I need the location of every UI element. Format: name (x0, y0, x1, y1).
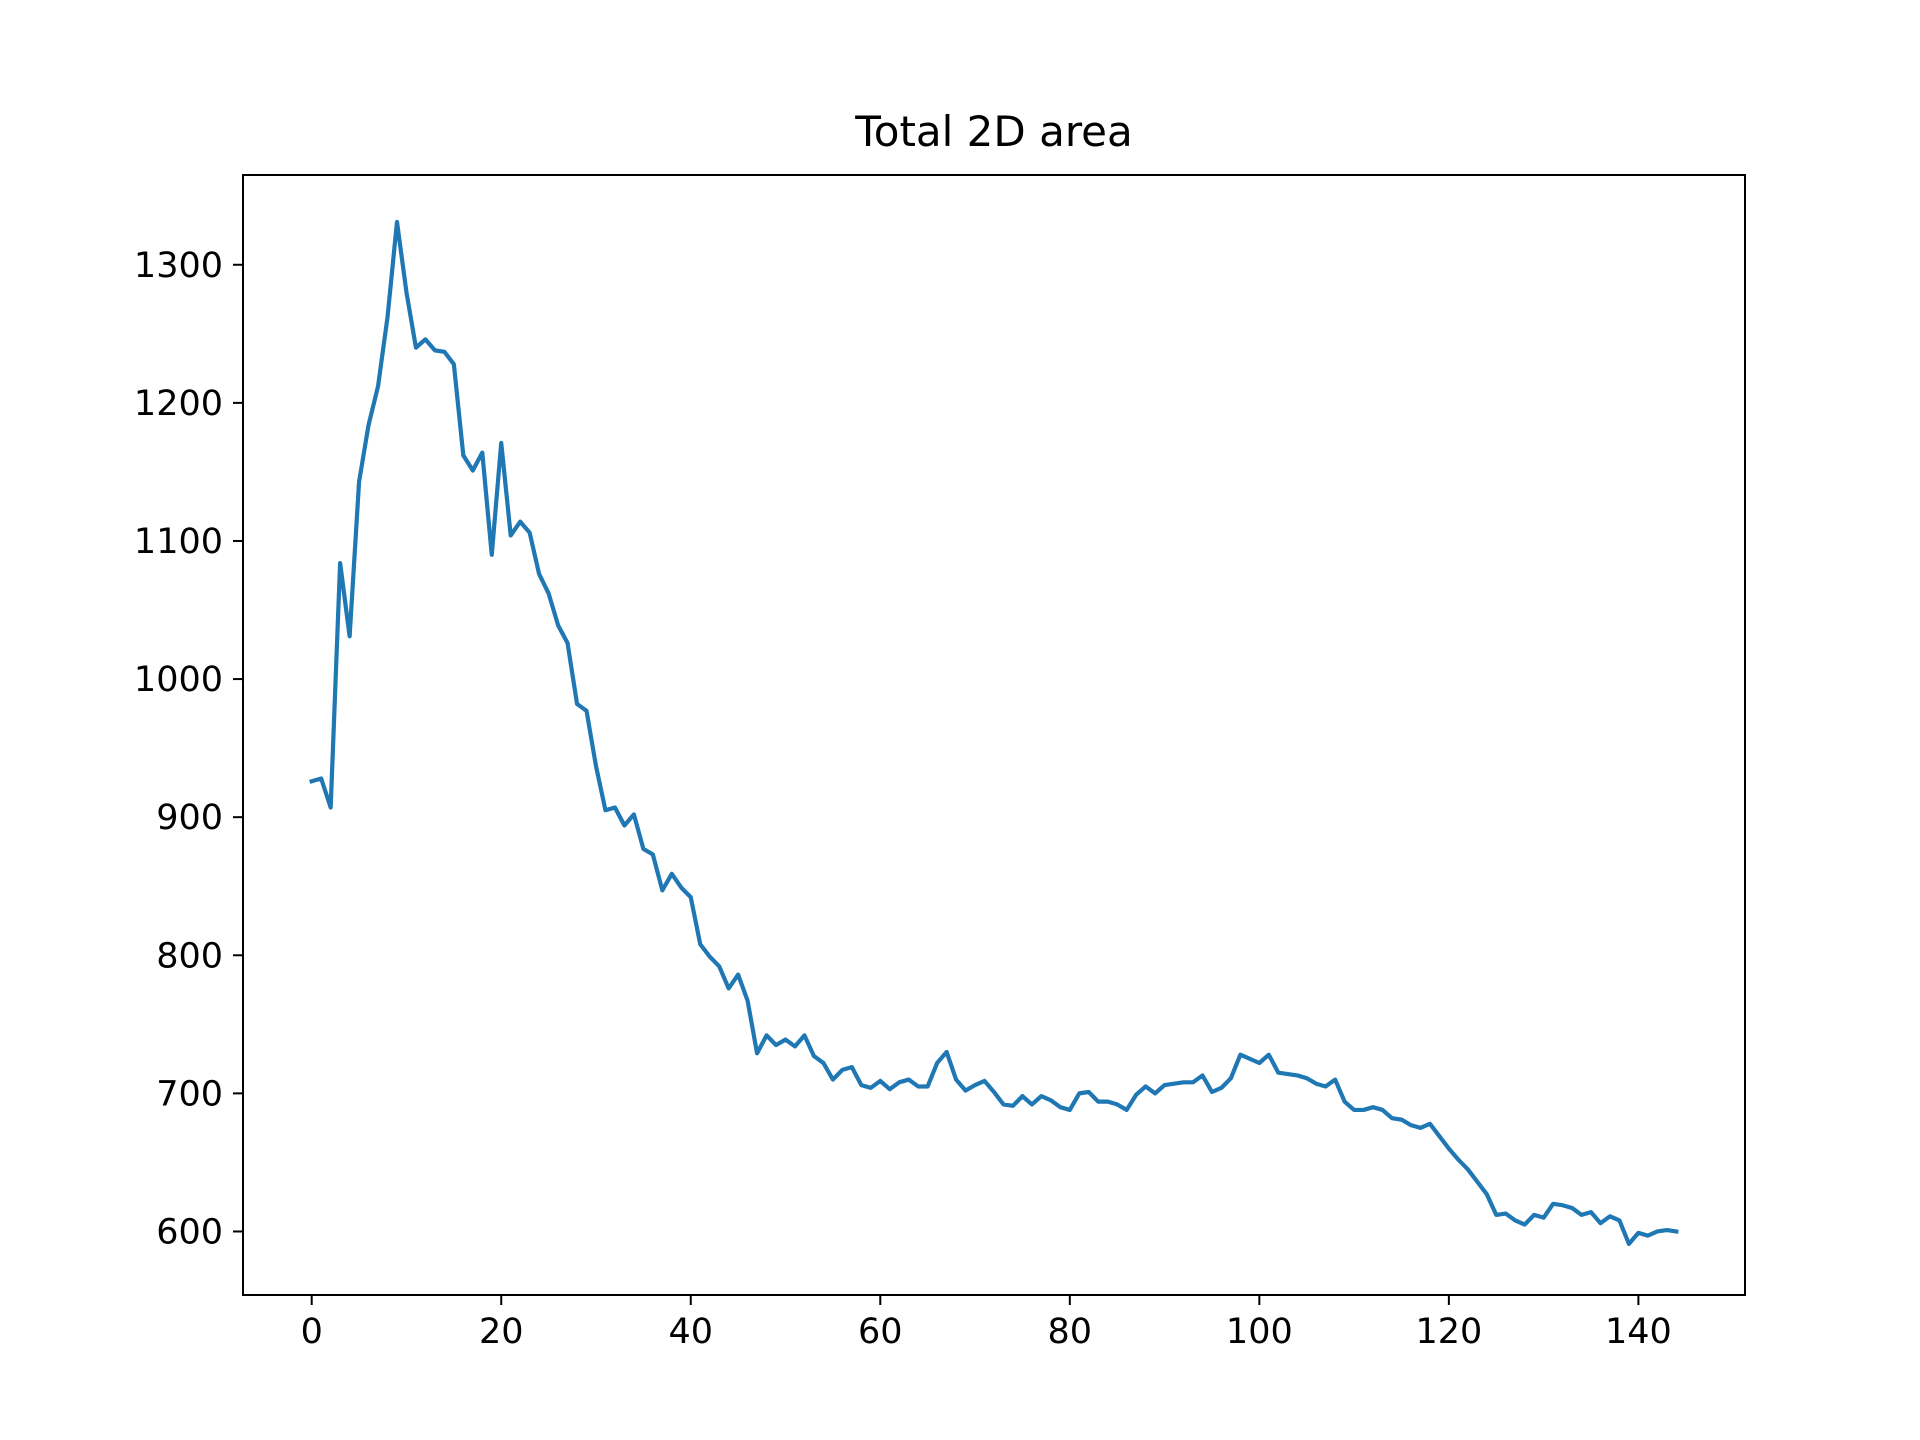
y-tick-label-1300: 1300 (134, 246, 223, 286)
axes-frame (242, 174, 1746, 1296)
chart-title: Total 2D area (854, 107, 1133, 156)
y-tick-label-1000: 1000 (134, 660, 223, 700)
x-tick-label-0: 0 (301, 1312, 323, 1352)
y-tick-label-1200: 1200 (134, 384, 223, 424)
x-tick-label-20: 20 (479, 1312, 524, 1352)
x-tick-label-60: 60 (858, 1312, 903, 1352)
x-tick-label-80: 80 (1048, 1312, 1093, 1352)
y-tick-label-900: 900 (156, 798, 223, 838)
x-tick-label-100: 100 (1226, 1312, 1293, 1352)
y-tick-label-700: 700 (156, 1074, 223, 1114)
y-tick-label-600: 600 (156, 1212, 223, 1252)
x-tick-label-40: 40 (668, 1312, 713, 1352)
x-tick-label-120: 120 (1415, 1312, 1482, 1352)
y-axis: 600 700 800 900 1000 1100 1200 1300 (134, 246, 243, 1252)
plot-area (309, 219, 1679, 1247)
y-tick-label-1100: 1100 (134, 522, 223, 562)
series-line-0 (309, 219, 1679, 1247)
x-axis: 0 20 40 60 80 100 120 140 (301, 1295, 1672, 1352)
x-tick-label-140: 140 (1605, 1312, 1672, 1352)
y-tick-label-800: 800 (156, 936, 223, 976)
